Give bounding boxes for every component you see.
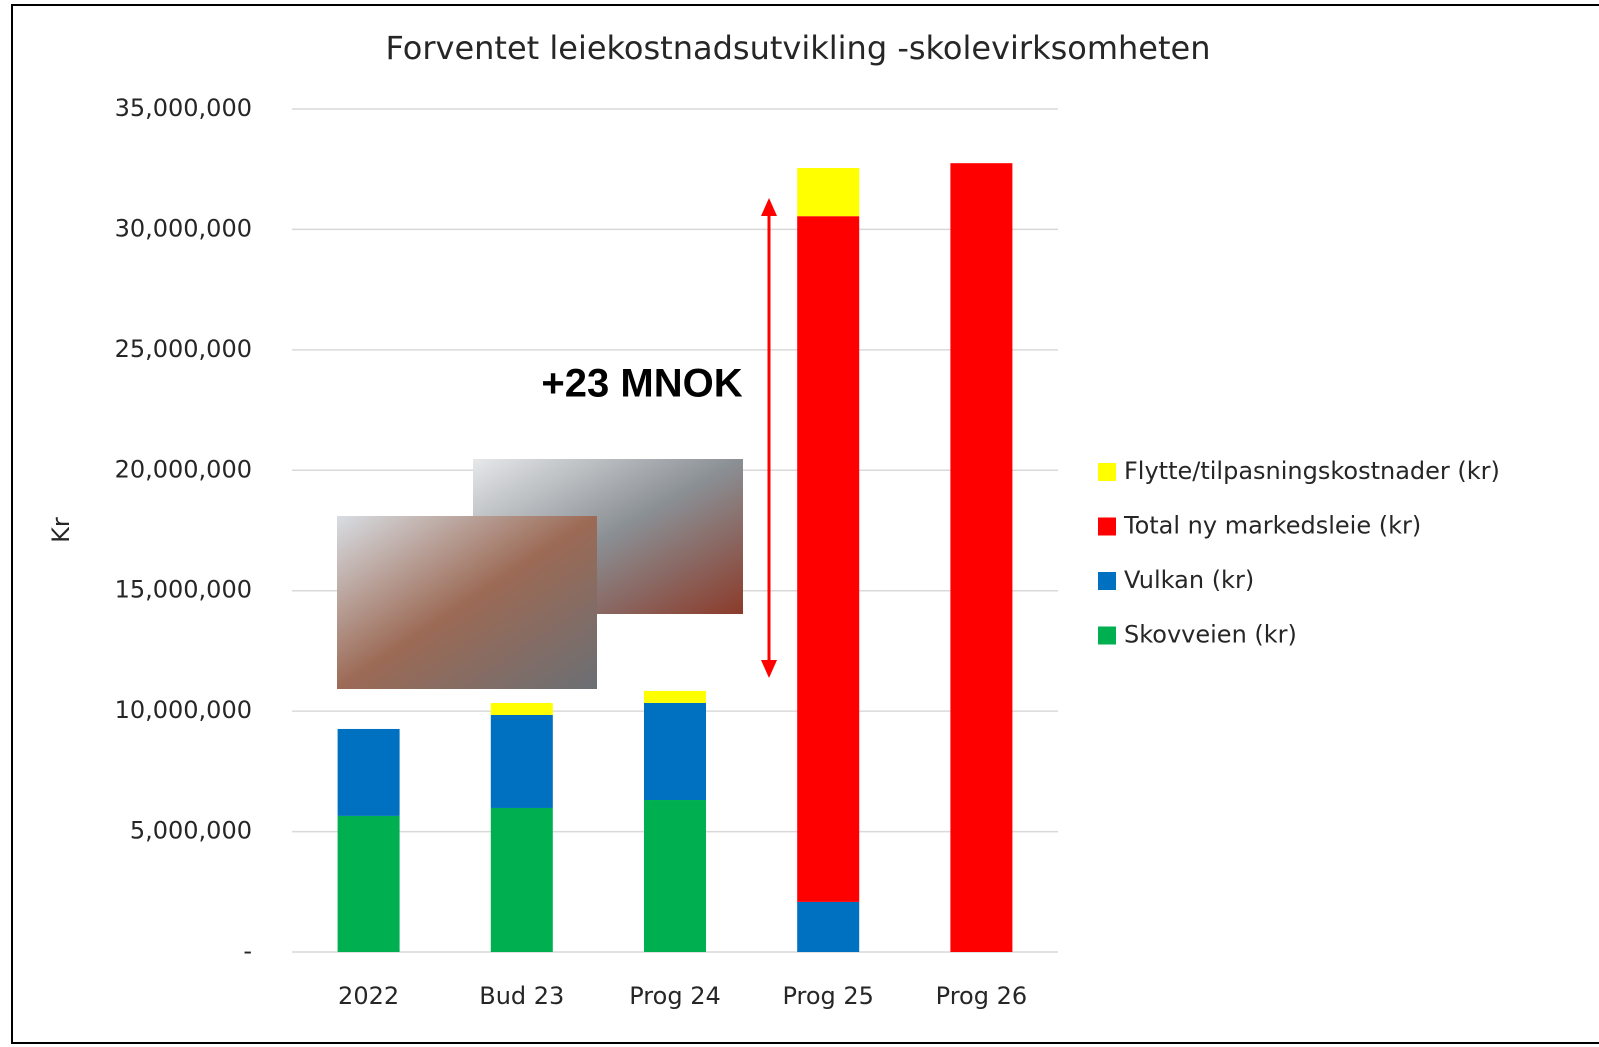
photo xyxy=(337,516,597,689)
bar-segment xyxy=(644,800,706,952)
x-tick-label: Prog 24 xyxy=(629,982,720,1010)
y-tick-label: 25,000,000 xyxy=(115,335,252,363)
y-tick-label: 35,000,000 xyxy=(115,94,252,122)
y-tick-label: 10,000,000 xyxy=(115,696,252,724)
y-tick-label: 20,000,000 xyxy=(115,455,252,483)
legend-label: Vulkan (kr) xyxy=(1124,566,1254,594)
bar-segment xyxy=(797,168,860,217)
bar-segment xyxy=(797,901,860,952)
legend-label: Total ny markedsleie (kr) xyxy=(1123,512,1421,540)
bar-segment xyxy=(490,714,553,808)
chart-title: Forventet leiekostnadsutvikling -skolevi… xyxy=(386,29,1211,67)
legend-swatch xyxy=(1098,572,1116,590)
chart-border xyxy=(11,4,1599,1044)
legend-swatch xyxy=(1098,463,1116,481)
y-axis-title: Kr xyxy=(47,517,75,543)
annotation: +23 MNOK xyxy=(541,362,742,406)
legend-label: Skovveien (kr) xyxy=(1124,621,1297,649)
bar-segment xyxy=(337,728,400,816)
arrow-head xyxy=(761,660,777,678)
x-tick-label: Prog 26 xyxy=(936,982,1027,1010)
legend-swatch xyxy=(1098,517,1116,536)
bar-segment xyxy=(490,702,553,715)
y-tick-label: 15,000,000 xyxy=(115,576,252,604)
bar-segment xyxy=(644,702,706,801)
legend-swatch xyxy=(1098,626,1116,645)
x-tick-label: Prog 25 xyxy=(782,982,873,1010)
arrow-head xyxy=(761,198,777,216)
y-tick-label: 5,000,000 xyxy=(130,817,252,845)
bar-segment xyxy=(337,815,400,952)
bar-segment xyxy=(644,690,706,703)
legend-label: Flytte/tilpasningskostnader (kr) xyxy=(1124,457,1500,485)
x-tick-label: 2022 xyxy=(338,982,399,1010)
bar-segment xyxy=(490,807,553,952)
bar-segment xyxy=(950,163,1013,952)
x-tick-label: Bud 23 xyxy=(479,982,564,1010)
bars xyxy=(337,163,1013,952)
y-tick-label: 30,000,000 xyxy=(115,214,252,242)
y-tick-label: - xyxy=(243,937,252,965)
bar-segment xyxy=(797,216,860,902)
